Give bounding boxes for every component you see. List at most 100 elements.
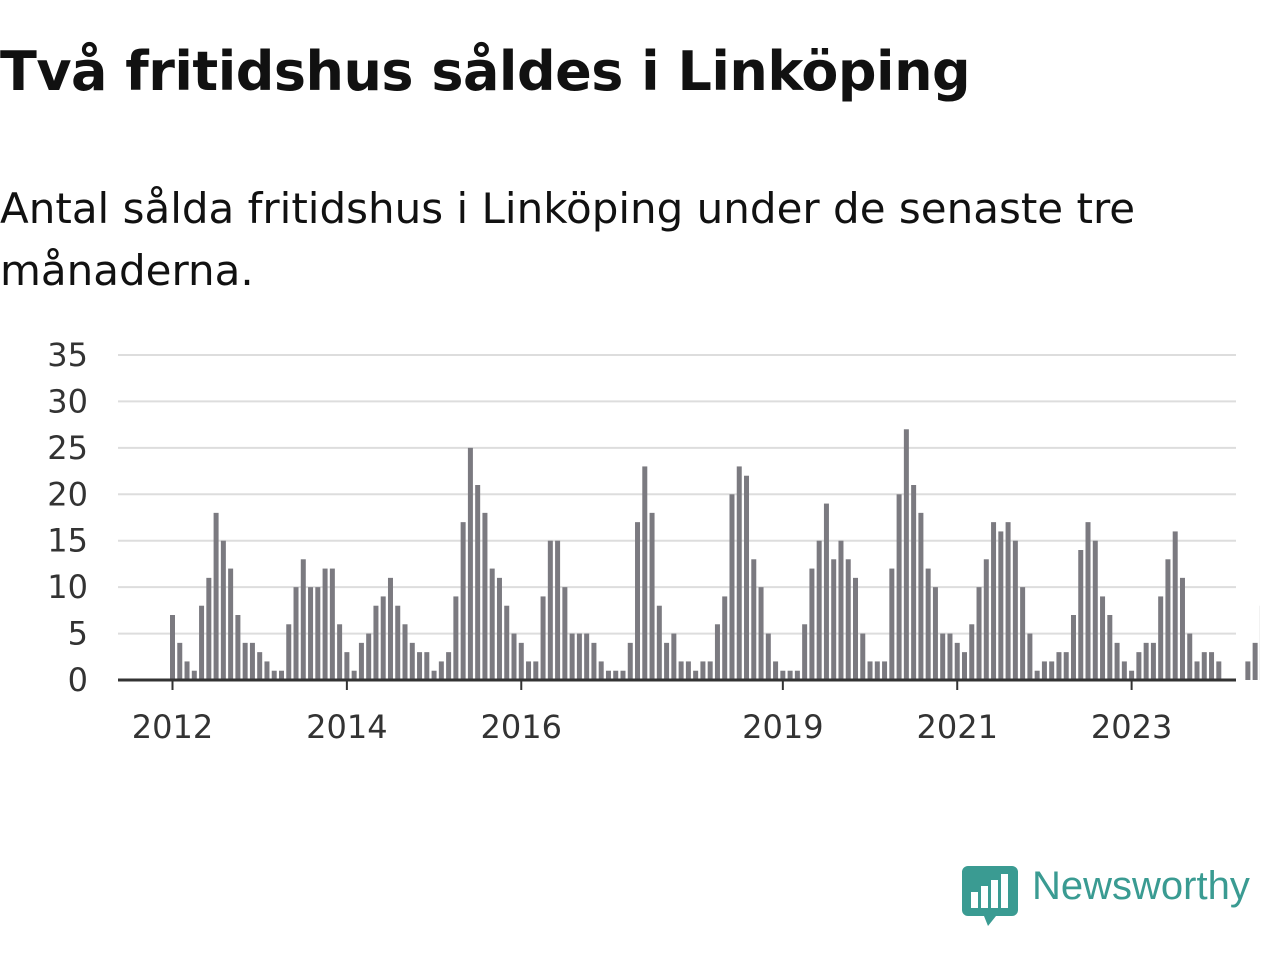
- bar: [1092, 540, 1098, 680]
- bar: [1136, 652, 1142, 680]
- bar: [249, 642, 255, 680]
- bar: [605, 670, 611, 680]
- bar: [1063, 652, 1069, 680]
- bar: [199, 605, 205, 680]
- bar: [475, 485, 481, 680]
- bar: [1034, 670, 1040, 680]
- brand-name: Newsworthy: [1032, 864, 1250, 908]
- bar: [467, 447, 473, 680]
- bar: [373, 605, 379, 680]
- y-tick-label: 25: [47, 429, 88, 467]
- x-tick-label: 2023: [1091, 708, 1172, 746]
- bar: [751, 559, 757, 680]
- bar: [489, 568, 495, 680]
- bar: [620, 670, 626, 680]
- bar: [664, 642, 670, 680]
- bar: [278, 670, 284, 680]
- bar: [184, 661, 190, 680]
- bar: [1187, 633, 1193, 680]
- bar: [823, 503, 829, 680]
- bar: [569, 633, 575, 680]
- bar: [257, 652, 263, 680]
- bar: [191, 670, 197, 680]
- bar: [889, 568, 895, 680]
- x-tick-label: 2016: [481, 708, 562, 746]
- bar: [446, 652, 452, 680]
- bar: [932, 587, 938, 680]
- bar: [576, 633, 582, 680]
- bar: [816, 540, 822, 680]
- bar: [409, 642, 415, 680]
- bar: [1121, 661, 1127, 680]
- bar: [1078, 550, 1084, 680]
- bar: [271, 670, 277, 680]
- bar: [911, 485, 917, 680]
- bar: [1165, 559, 1171, 680]
- bar: [1252, 642, 1258, 680]
- bar: [206, 577, 212, 680]
- bar: [874, 661, 880, 680]
- bar: [242, 642, 248, 680]
- bar: [1150, 642, 1156, 680]
- bar: [417, 652, 423, 680]
- bar: [635, 522, 641, 680]
- bar: [991, 522, 997, 680]
- bar: [773, 661, 779, 680]
- x-axis: 2012201420162019202120232025: [118, 678, 1236, 746]
- bar: [1129, 670, 1135, 680]
- bar: [1085, 522, 1091, 680]
- y-tick-label: 35: [47, 336, 88, 374]
- bar: [1158, 596, 1164, 680]
- bar: [170, 615, 175, 680]
- bar: [838, 540, 844, 680]
- y-tick-label: 10: [47, 568, 88, 606]
- bar: [598, 661, 604, 680]
- bar: [845, 559, 851, 680]
- bar: [678, 661, 684, 680]
- bar: [308, 587, 314, 680]
- x-tick-label: 2014: [306, 708, 387, 746]
- bar: [511, 633, 517, 680]
- bar: [794, 670, 800, 680]
- bar: [954, 642, 960, 680]
- bar: [438, 661, 444, 680]
- bar: [1041, 661, 1047, 680]
- newsworthy-logo-icon: [962, 866, 1018, 926]
- bar: [649, 512, 655, 680]
- bar: [722, 596, 728, 680]
- bar: [220, 540, 226, 680]
- chart-title: Två fritidshus såldes i Linköping: [0, 40, 971, 103]
- bar: [758, 587, 764, 680]
- bar: [802, 624, 808, 680]
- bar: [547, 540, 553, 680]
- bar: [700, 661, 706, 680]
- y-tick-label: 5: [68, 615, 88, 653]
- bar: [315, 587, 321, 680]
- bar: [969, 624, 975, 680]
- bar: [228, 568, 234, 680]
- bar: [1114, 642, 1120, 680]
- bar: [940, 633, 946, 680]
- bar: [293, 587, 299, 680]
- bar: [1005, 522, 1011, 680]
- bar: [867, 661, 873, 680]
- bar: [1070, 615, 1076, 680]
- bar: [1027, 633, 1033, 680]
- bar: [656, 605, 662, 680]
- bar: [976, 587, 982, 680]
- bar: [1107, 615, 1113, 680]
- bar: [482, 512, 488, 680]
- bar: [853, 577, 859, 680]
- bar: [918, 512, 924, 680]
- bar: [453, 596, 459, 680]
- bar: [961, 652, 967, 680]
- bar: [809, 568, 815, 680]
- bar: [358, 642, 364, 680]
- bar: [613, 670, 619, 680]
- bar: [947, 633, 953, 680]
- bar: [460, 522, 466, 680]
- bar: [1012, 540, 1018, 680]
- bar: [213, 512, 219, 680]
- y-tick-label: 15: [47, 522, 88, 560]
- bar: [286, 624, 292, 680]
